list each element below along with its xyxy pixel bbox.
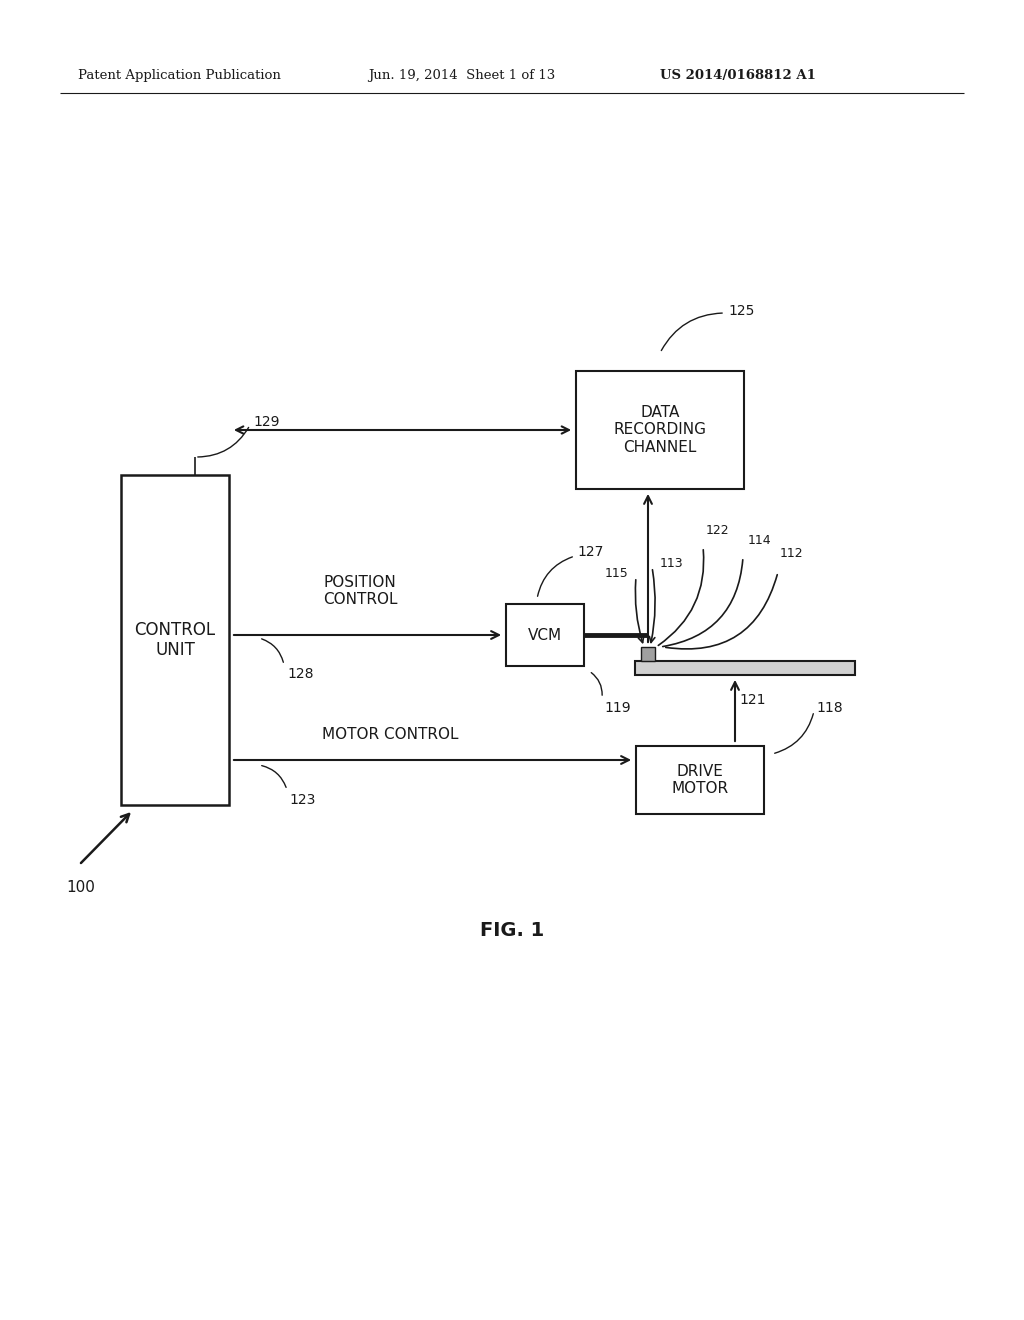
- Bar: [641, 647, 655, 661]
- Text: 122: 122: [706, 524, 730, 537]
- Text: 118: 118: [816, 701, 843, 715]
- Text: Jun. 19, 2014  Sheet 1 of 13: Jun. 19, 2014 Sheet 1 of 13: [368, 69, 555, 82]
- Text: 100: 100: [66, 880, 95, 895]
- Bar: [121, 475, 229, 805]
- Text: MOTOR CONTROL: MOTOR CONTROL: [322, 727, 459, 742]
- Bar: [506, 605, 584, 667]
- Text: VCM: VCM: [528, 627, 562, 643]
- Text: 115: 115: [604, 568, 628, 579]
- Text: 113: 113: [660, 557, 684, 570]
- Text: 125: 125: [728, 304, 755, 318]
- Text: DATA
RECORDING
CHANNEL: DATA RECORDING CHANNEL: [613, 405, 707, 455]
- Bar: [636, 746, 764, 814]
- Text: CONTROL
UNIT: CONTROL UNIT: [134, 620, 216, 660]
- Bar: [575, 371, 744, 488]
- Text: 128: 128: [287, 667, 313, 681]
- Text: 127: 127: [577, 545, 603, 558]
- Text: 114: 114: [748, 535, 772, 546]
- Text: 121: 121: [739, 693, 766, 708]
- Text: US 2014/0168812 A1: US 2014/0168812 A1: [660, 69, 816, 82]
- Text: FIG. 1: FIG. 1: [480, 920, 544, 940]
- Text: 112: 112: [780, 546, 804, 560]
- Text: DRIVE
MOTOR: DRIVE MOTOR: [672, 764, 728, 796]
- Text: 119: 119: [604, 701, 631, 715]
- Text: 123: 123: [289, 793, 315, 807]
- Text: POSITION
CONTROL: POSITION CONTROL: [323, 574, 397, 607]
- Text: Patent Application Publication: Patent Application Publication: [78, 69, 281, 82]
- Text: 129: 129: [253, 414, 280, 429]
- Bar: [635, 661, 855, 675]
